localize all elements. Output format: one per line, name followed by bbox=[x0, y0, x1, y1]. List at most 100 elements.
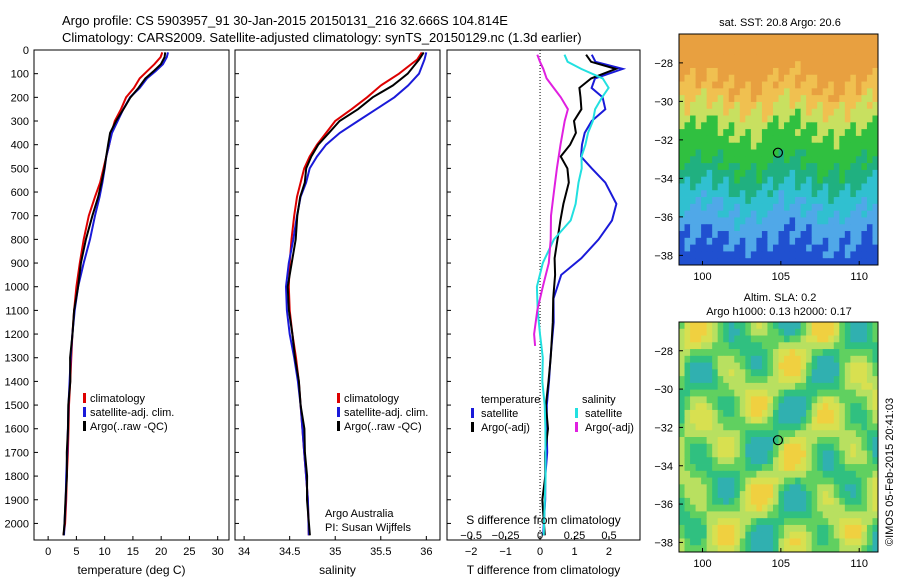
map-cell bbox=[784, 122, 790, 130]
map-cell bbox=[855, 34, 862, 42]
map-cell bbox=[701, 149, 708, 157]
map-cell bbox=[679, 403, 685, 411]
map-cell bbox=[695, 409, 702, 418]
map-cell bbox=[811, 81, 818, 89]
map-cell bbox=[679, 67, 685, 76]
map-cell bbox=[684, 108, 691, 116]
map-cell bbox=[795, 437, 802, 445]
map-cell bbox=[833, 67, 840, 76]
map-cell bbox=[795, 135, 802, 144]
map-cell bbox=[850, 95, 857, 103]
map-cell bbox=[750, 156, 757, 164]
map-cell bbox=[778, 342, 785, 350]
map-cell bbox=[828, 511, 835, 519]
map-cell bbox=[772, 511, 779, 519]
map-cell bbox=[761, 251, 768, 259]
map-cell bbox=[690, 416, 696, 424]
map-cell bbox=[772, 457, 779, 465]
map-cell bbox=[795, 504, 802, 512]
map-cell bbox=[767, 108, 774, 116]
map-cell bbox=[872, 231, 879, 239]
map-cell bbox=[861, 34, 868, 42]
map-cell bbox=[806, 108, 813, 116]
map-cell bbox=[795, 197, 802, 205]
map-cell bbox=[728, 95, 735, 103]
map-cell bbox=[679, 504, 685, 512]
map-cell bbox=[855, 115, 862, 123]
map-cell bbox=[872, 183, 879, 191]
map-cell bbox=[806, 258, 813, 266]
map-cell bbox=[844, 108, 851, 116]
map-cell bbox=[872, 169, 879, 178]
map-cell bbox=[828, 34, 835, 42]
y-tick-label: 500 bbox=[11, 163, 29, 175]
map-cell bbox=[828, 369, 835, 377]
map-cell bbox=[750, 108, 757, 116]
map-cell bbox=[728, 61, 735, 69]
map-cell bbox=[695, 376, 702, 384]
map-cell bbox=[778, 389, 785, 397]
map-cell bbox=[839, 149, 846, 157]
map-cell bbox=[778, 504, 785, 512]
map-cell bbox=[828, 538, 835, 546]
map-cell bbox=[872, 335, 879, 343]
map-cell bbox=[706, 430, 713, 438]
map-cell bbox=[761, 382, 768, 391]
map-cell bbox=[806, 95, 813, 103]
map-cell bbox=[844, 470, 851, 478]
map-cell bbox=[695, 67, 702, 76]
map-cell bbox=[844, 362, 851, 370]
map-cell bbox=[712, 122, 719, 130]
map-cell bbox=[690, 244, 696, 252]
map-cell bbox=[712, 176, 719, 184]
map-cell bbox=[739, 231, 746, 239]
map-cell bbox=[861, 389, 868, 397]
map-cell bbox=[739, 396, 746, 404]
map-cell bbox=[861, 450, 868, 458]
map-cell bbox=[756, 210, 763, 218]
map-cell bbox=[861, 176, 868, 184]
map-cell bbox=[811, 163, 818, 171]
map-cell bbox=[806, 101, 813, 110]
map-cell bbox=[778, 531, 785, 539]
map-cell bbox=[778, 67, 785, 76]
map-cell bbox=[706, 409, 713, 418]
map-cell bbox=[728, 389, 735, 397]
map-cell bbox=[822, 464, 829, 472]
map-cell bbox=[850, 67, 857, 76]
map-cell bbox=[717, 183, 724, 191]
map-cell bbox=[822, 210, 829, 218]
map-cell bbox=[684, 545, 691, 553]
map-cell bbox=[767, 538, 774, 546]
map-cell bbox=[833, 511, 840, 519]
map-cell bbox=[833, 328, 840, 336]
map-cell bbox=[795, 403, 802, 411]
x-tick-label: 36 bbox=[420, 546, 432, 558]
map-cell bbox=[811, 430, 818, 438]
map-cell bbox=[701, 362, 708, 370]
map-cell bbox=[850, 362, 857, 370]
map-cell bbox=[839, 203, 846, 212]
map-cell bbox=[772, 237, 779, 246]
map-cell bbox=[695, 545, 702, 553]
map-cell bbox=[828, 129, 835, 137]
map-cell bbox=[855, 203, 862, 212]
map-cell bbox=[690, 34, 696, 42]
map-cell bbox=[767, 217, 774, 225]
map-cell bbox=[789, 369, 796, 377]
map-cell bbox=[728, 210, 735, 218]
map-cell bbox=[739, 470, 746, 478]
map-cell bbox=[739, 355, 746, 363]
map-cell bbox=[866, 382, 873, 391]
map-cell bbox=[800, 67, 807, 76]
map-cell bbox=[817, 504, 824, 512]
map-cell bbox=[811, 403, 818, 411]
map-cell bbox=[745, 423, 752, 431]
map-cell bbox=[761, 54, 768, 62]
map-cell bbox=[861, 342, 868, 350]
map-cell bbox=[833, 40, 840, 48]
map-cell bbox=[833, 197, 840, 205]
map-cell bbox=[761, 409, 768, 418]
differences-xlabel: T difference from climatology bbox=[467, 563, 621, 577]
map-cell bbox=[761, 497, 768, 506]
